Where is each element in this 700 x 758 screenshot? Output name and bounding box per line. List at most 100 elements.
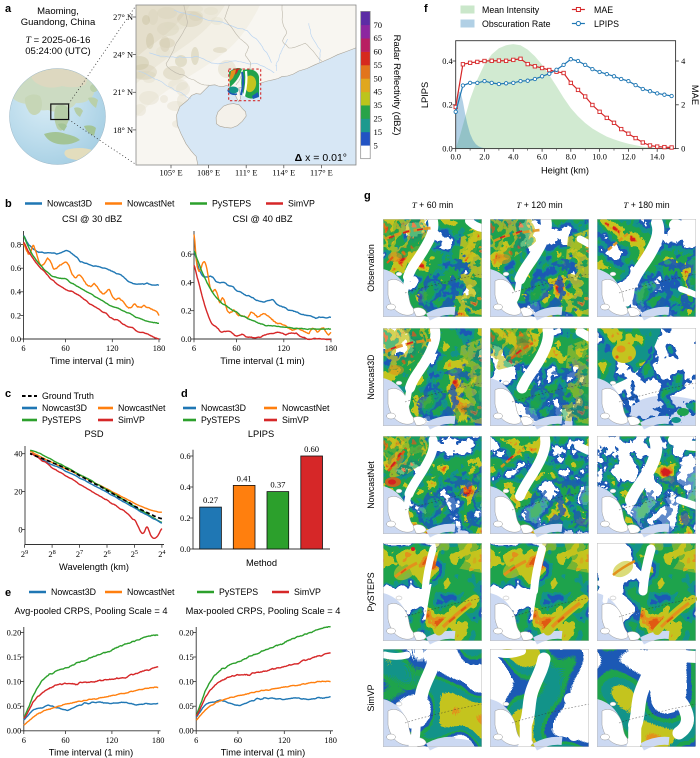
svg-text:60: 60 bbox=[232, 344, 240, 353]
svg-text:28: 28 bbox=[48, 549, 55, 560]
svg-text:60: 60 bbox=[61, 736, 69, 745]
svg-text:0.4: 0.4 bbox=[442, 57, 453, 66]
svg-text:CSI @ 40 dBZ: CSI @ 40 dBZ bbox=[232, 214, 292, 224]
svg-text:120: 120 bbox=[106, 736, 119, 745]
svg-text:5: 5 bbox=[374, 140, 378, 150]
svg-text:T + 60 min: T + 60 min bbox=[412, 200, 453, 210]
svg-text:Mean Intensity: Mean Intensity bbox=[482, 5, 540, 15]
svg-text:Observation: Observation bbox=[366, 244, 376, 292]
svg-text:SimVP: SimVP bbox=[366, 684, 376, 711]
svg-text:0.2: 0.2 bbox=[11, 311, 21, 320]
svg-text:15: 15 bbox=[374, 127, 383, 137]
svg-text:180: 180 bbox=[153, 344, 166, 353]
svg-text:180: 180 bbox=[324, 736, 337, 745]
svg-text:0.10: 0.10 bbox=[179, 678, 194, 687]
svg-text:6.0: 6.0 bbox=[537, 153, 547, 162]
svg-text:35: 35 bbox=[374, 100, 383, 110]
svg-text:60: 60 bbox=[61, 344, 69, 353]
svg-text:2.0: 2.0 bbox=[479, 153, 489, 162]
svg-text:0.00: 0.00 bbox=[7, 727, 22, 736]
svg-text:12.0: 12.0 bbox=[621, 153, 636, 162]
svg-text:0.10: 0.10 bbox=[7, 678, 22, 687]
svg-text:0.00: 0.00 bbox=[179, 727, 194, 736]
svg-text:8.0: 8.0 bbox=[566, 153, 576, 162]
svg-text:Radar Reflectivity (dBZ): Radar Reflectivity (dBZ) bbox=[391, 35, 402, 136]
svg-text:SimVP: SimVP bbox=[118, 415, 145, 425]
svg-text:0.2: 0.2 bbox=[442, 101, 452, 110]
svg-text:LPIPS: LPIPS bbox=[594, 19, 619, 29]
svg-text:0.6: 0.6 bbox=[181, 250, 191, 259]
svg-text:0.60: 0.60 bbox=[304, 444, 319, 454]
svg-text:Nowcast3D: Nowcast3D bbox=[201, 403, 246, 413]
svg-text:6: 6 bbox=[22, 736, 26, 745]
svg-text:29: 29 bbox=[21, 549, 28, 560]
svg-text:Nowcast3D: Nowcast3D bbox=[366, 355, 376, 400]
svg-text:Max-pooled CRPS, Pooling Scale: Max-pooled CRPS, Pooling Scale = 4 bbox=[186, 606, 341, 616]
svg-text:Δ x = 0.01°: Δ x = 0.01° bbox=[295, 152, 347, 164]
svg-text:50: 50 bbox=[374, 73, 383, 83]
svg-text:20: 20 bbox=[14, 487, 22, 496]
svg-text:Time interval (1 min): Time interval (1 min) bbox=[220, 356, 304, 366]
svg-text:LPIPS: LPIPS bbox=[248, 429, 274, 439]
svg-text:Nowcast3D: Nowcast3D bbox=[51, 587, 96, 597]
svg-text:0.2: 0.2 bbox=[180, 514, 190, 523]
svg-text:24: 24 bbox=[158, 549, 166, 560]
svg-text:108° E: 108° E bbox=[197, 169, 220, 178]
svg-text:PySTEPS: PySTEPS bbox=[42, 415, 81, 425]
svg-text:SimVP: SimVP bbox=[288, 199, 315, 209]
svg-text:70: 70 bbox=[374, 20, 383, 30]
svg-text:MAE: MAE bbox=[690, 85, 700, 105]
svg-text:PySTEPS: PySTEPS bbox=[201, 415, 240, 425]
svg-text:105° E: 105° E bbox=[159, 169, 182, 178]
svg-text:0.37: 0.37 bbox=[270, 480, 286, 490]
svg-text:f: f bbox=[424, 3, 428, 15]
svg-text:25: 25 bbox=[131, 549, 138, 560]
svg-text:0.05: 0.05 bbox=[7, 702, 22, 711]
svg-text:10.0: 10.0 bbox=[592, 153, 607, 162]
svg-text:120: 120 bbox=[106, 344, 119, 353]
svg-text:65: 65 bbox=[374, 33, 383, 43]
svg-text:114° E: 114° E bbox=[272, 169, 295, 178]
svg-text:6: 6 bbox=[21, 344, 25, 353]
svg-text:Obscuration Rate: Obscuration Rate bbox=[482, 19, 551, 29]
svg-text:180: 180 bbox=[152, 736, 165, 745]
svg-text:60: 60 bbox=[234, 736, 242, 745]
svg-text:PSD: PSD bbox=[84, 429, 103, 439]
svg-text:0.27: 0.27 bbox=[203, 495, 219, 505]
svg-text:c: c bbox=[5, 388, 11, 400]
svg-text:a: a bbox=[5, 3, 12, 15]
svg-text:b: b bbox=[5, 198, 12, 210]
svg-text:g: g bbox=[364, 190, 371, 202]
svg-text:0.0: 0.0 bbox=[180, 545, 190, 554]
svg-text:PySTEPS: PySTEPS bbox=[219, 587, 258, 597]
svg-text:0.0: 0.0 bbox=[11, 335, 21, 344]
svg-text:0.4: 0.4 bbox=[181, 278, 192, 287]
svg-text:2: 2 bbox=[681, 101, 685, 110]
svg-text:Avg-pooled CRPS, Pooling Scale: Avg-pooled CRPS, Pooling Scale = 4 bbox=[14, 606, 167, 616]
svg-text:45: 45 bbox=[374, 87, 383, 97]
svg-text:4: 4 bbox=[681, 57, 686, 66]
svg-text:Nowcast3D: Nowcast3D bbox=[47, 199, 92, 209]
svg-text:05:24:00 (UTC): 05:24:00 (UTC) bbox=[25, 46, 90, 57]
svg-text:0.0: 0.0 bbox=[442, 145, 452, 154]
svg-text:0: 0 bbox=[681, 145, 685, 154]
svg-text:T + 120 min: T + 120 min bbox=[516, 200, 562, 210]
svg-text:0.05: 0.05 bbox=[179, 702, 194, 711]
svg-text:120: 120 bbox=[278, 736, 291, 745]
svg-text:0: 0 bbox=[18, 525, 22, 534]
svg-text:NowcastNet: NowcastNet bbox=[282, 403, 330, 413]
svg-text:0.20: 0.20 bbox=[7, 628, 22, 637]
svg-text:NowcastNet: NowcastNet bbox=[127, 199, 175, 209]
svg-text:0.6: 0.6 bbox=[180, 452, 190, 461]
svg-text:117° E: 117° E bbox=[310, 169, 333, 178]
svg-text:0.4: 0.4 bbox=[180, 483, 191, 492]
svg-text:Ground Truth: Ground Truth bbox=[42, 391, 94, 401]
svg-text:0.15: 0.15 bbox=[179, 653, 194, 662]
svg-text:Time interval (1 min): Time interval (1 min) bbox=[50, 356, 134, 366]
svg-text:0.8: 0.8 bbox=[11, 241, 21, 250]
svg-text:6: 6 bbox=[194, 736, 198, 745]
svg-text:4.0: 4.0 bbox=[508, 153, 518, 162]
svg-text:0.0: 0.0 bbox=[181, 335, 191, 344]
svg-text:SimVP: SimVP bbox=[294, 587, 321, 597]
svg-text:120: 120 bbox=[278, 344, 291, 353]
